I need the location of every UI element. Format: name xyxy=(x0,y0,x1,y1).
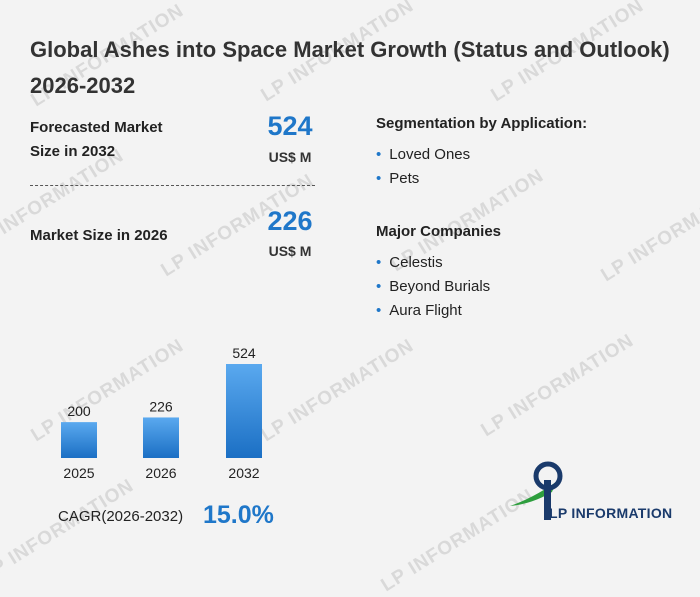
x-tick-label: 2032 xyxy=(228,465,259,481)
forecast-label: Forecasted Market Size in 2032 xyxy=(30,116,163,164)
list-item-label: Loved Ones xyxy=(389,146,471,163)
watermark: LP INFORMATION xyxy=(477,330,638,442)
bar-2025 xyxy=(61,422,97,458)
watermark: LP INFORMATION xyxy=(0,475,138,587)
list-item-label: Celestis xyxy=(389,254,443,271)
companies-list: • Celestis • Beyond Burials • Aura Flight xyxy=(376,251,490,323)
forecast-label-line1: Forecasted Market xyxy=(30,119,163,136)
cagr-label: CAGR(2026-2032) xyxy=(58,508,184,525)
watermark: LP INFORMATION xyxy=(597,175,700,287)
bullet-icon: • xyxy=(376,278,382,295)
segmentation-heading: Segmentation by Application: xyxy=(376,115,588,132)
list-item-label: Beyond Burials xyxy=(389,278,491,295)
list-item: • Aura Flight xyxy=(376,299,490,323)
cagr-value: 15.0% xyxy=(203,501,274,529)
x-tick-label: 2026 xyxy=(145,465,176,481)
bar-2032 xyxy=(226,364,262,458)
divider xyxy=(30,185,315,186)
list-item-label: Aura Flight xyxy=(389,302,462,319)
segmentation-list: • Loved Ones • Pets xyxy=(376,143,470,191)
bar-value-label: 226 xyxy=(149,398,173,414)
list-item: • Beyond Burials xyxy=(376,275,490,299)
bullet-icon: • xyxy=(376,254,382,271)
forecast-label-line2: Size in 2032 xyxy=(30,143,116,160)
bar-2026 xyxy=(143,417,179,458)
list-item: • Celestis xyxy=(376,251,490,275)
list-item: • Pets xyxy=(376,167,470,191)
current-value: 226 xyxy=(267,206,313,236)
bullet-icon: • xyxy=(376,302,382,319)
list-item: • Loved Ones xyxy=(376,143,470,167)
forecast-unit: US$ M xyxy=(268,149,312,165)
x-tick-label: 2025 xyxy=(63,465,94,481)
bullet-icon: • xyxy=(376,170,382,187)
current-unit: US$ M xyxy=(268,243,312,259)
current-label: Market Size in 2026 xyxy=(30,227,168,244)
bar-value-label: 200 xyxy=(67,403,91,419)
lp-information-logo xyxy=(510,461,563,520)
bar-chart: 200 2025 226 2026 524 2032 xyxy=(61,345,262,481)
logo-text: LP INFORMATION xyxy=(549,505,673,521)
list-item-label: Pets xyxy=(389,170,420,187)
page-title: Global Ashes into Space Market Growth (S… xyxy=(30,37,670,98)
bar-value-label: 524 xyxy=(232,345,256,361)
logo-stem xyxy=(544,480,551,520)
forecast-value: 524 xyxy=(267,111,313,141)
bullet-icon: • xyxy=(376,146,382,163)
companies-heading: Major Companies xyxy=(376,223,502,240)
